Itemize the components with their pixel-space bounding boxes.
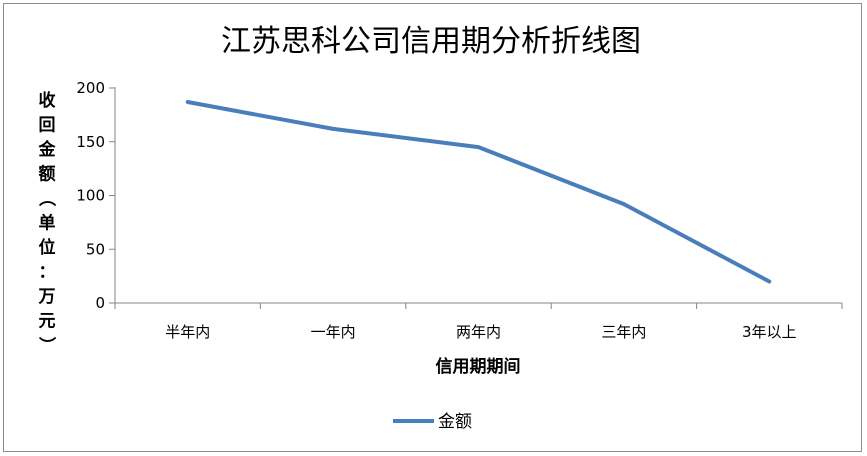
- x-axis-label: 信用期期间: [436, 356, 521, 377]
- y-axis-label-char: 额: [39, 164, 56, 185]
- y-axis-label-char: 万: [38, 287, 56, 307]
- y-tick-label: 50: [86, 240, 105, 258]
- series-line: [185, 99, 772, 284]
- y-tick-label: 150: [76, 133, 105, 151]
- y-axis-label-char: （: [36, 190, 57, 207]
- x-tick-label: 两年内: [456, 323, 501, 341]
- chart-frame: [3, 3, 862, 452]
- series-lines: [185, 99, 772, 284]
- x-tick-label: 3年以上: [742, 323, 797, 341]
- y-tick-label: 200: [76, 79, 105, 97]
- y-axis-label-char: 回: [39, 116, 56, 136]
- y-axis-label-char: 位: [39, 237, 56, 258]
- chart-title: 江苏思科公司信用期分析折线图: [221, 24, 641, 59]
- y-axis-label-char: ：: [39, 263, 56, 283]
- y-ticks: 0 50 100 150 200: [76, 79, 115, 312]
- x-tick-label: 一年内: [311, 323, 356, 341]
- x-tick-label: 半年内: [165, 323, 210, 341]
- y-axis-label-char: 金: [38, 139, 57, 160]
- legend-label: 金额: [438, 412, 472, 432]
- y-axis-label-char: 收: [39, 90, 56, 111]
- x-tick-label: 三年内: [601, 323, 646, 341]
- y-tick-label: 100: [76, 187, 105, 205]
- legend: 金额: [393, 412, 472, 432]
- y-axis-label-char: 元: [39, 312, 56, 332]
- y-tick-label: 0: [95, 294, 105, 312]
- y-axis-label-char: 单: [39, 213, 56, 234]
- y-axis-label-char: ）: [36, 337, 57, 354]
- x-ticks: 半年内 一年内 两年内 三年内 3年以上: [114, 303, 843, 341]
